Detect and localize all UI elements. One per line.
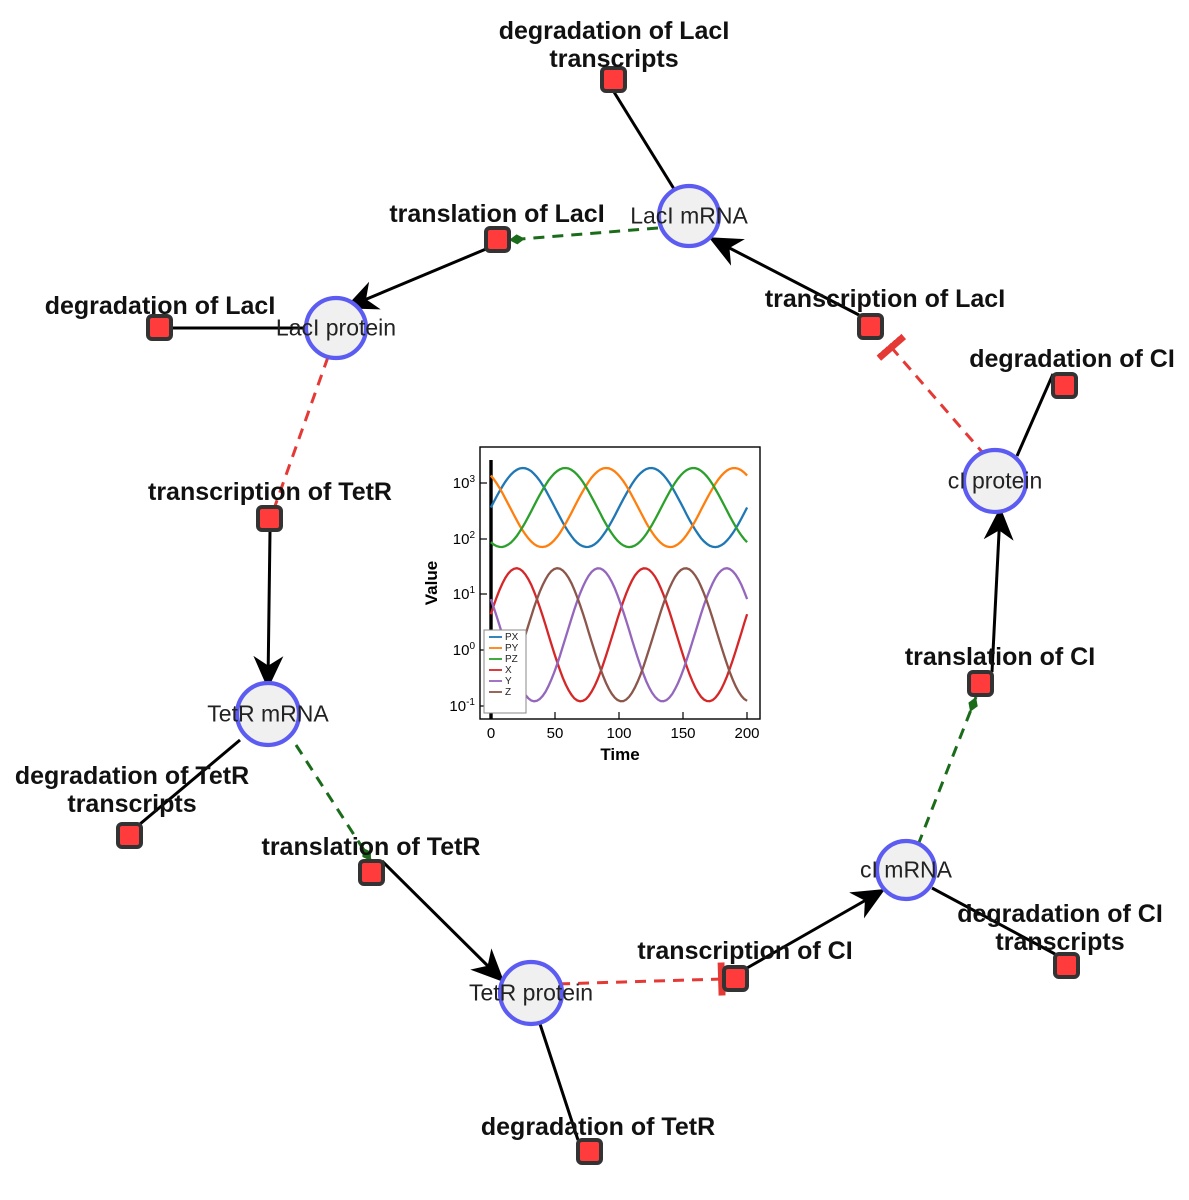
svg-text:PZ: PZ	[505, 654, 518, 665]
svg-text:Value: Value	[422, 561, 441, 605]
svg-text:Time: Time	[600, 745, 639, 764]
svg-text:X: X	[505, 665, 512, 676]
svg-text:200: 200	[734, 725, 759, 742]
svg-text:PX: PX	[505, 632, 519, 643]
svg-text:100: 100	[453, 641, 476, 659]
svg-text:Y: Y	[505, 676, 512, 687]
svg-text:50: 50	[547, 725, 564, 742]
svg-text:0: 0	[487, 725, 495, 742]
svg-text:150: 150	[670, 725, 695, 742]
svg-text:100: 100	[606, 725, 631, 742]
svg-text:103: 103	[453, 474, 476, 492]
svg-text:Z: Z	[505, 687, 511, 698]
svg-text:10-1: 10-1	[449, 697, 475, 715]
svg-text:PY: PY	[505, 643, 519, 654]
svg-text:101: 101	[453, 585, 476, 603]
svg-text:102: 102	[453, 530, 476, 548]
